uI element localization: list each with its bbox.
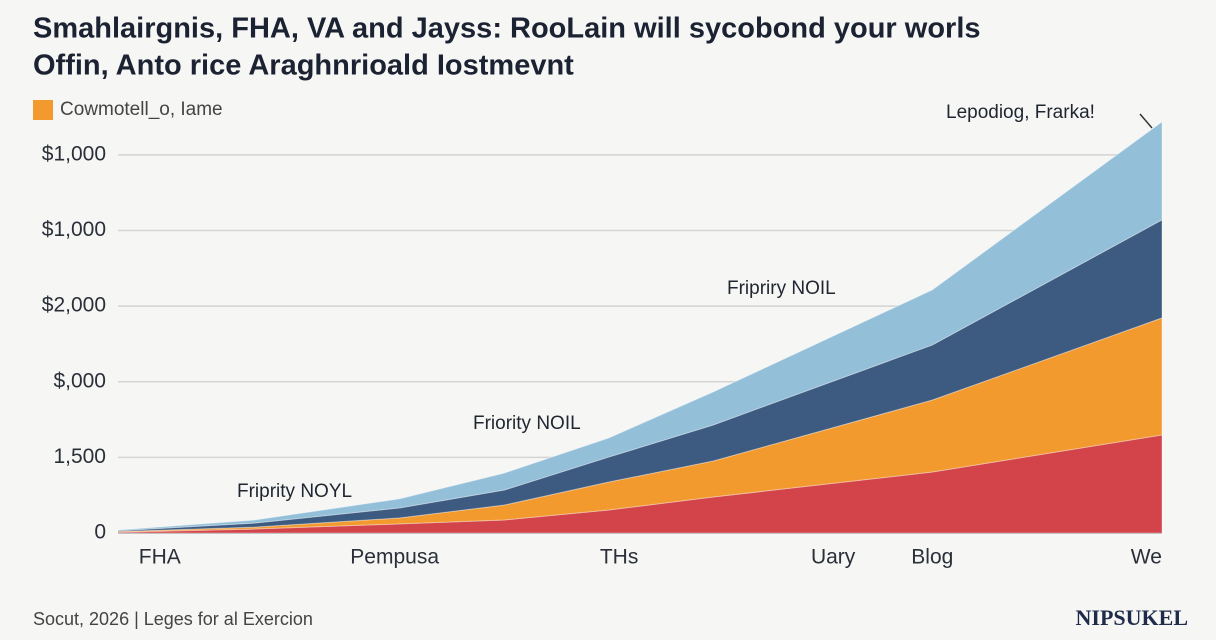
y-tick-label: $1,000 xyxy=(42,142,106,165)
y-tick-label: $2,000 xyxy=(42,294,106,317)
chart-title: Smahlairgnis, FHA, VA and Jayss: RooLain… xyxy=(33,13,981,45)
x-tick-label: We xyxy=(1131,546,1162,569)
brand: NIPSUKEL xyxy=(1076,605,1188,630)
x-tick-label: THs xyxy=(600,546,639,569)
legend-label: Cowmotell_o, Iame xyxy=(60,99,223,120)
area xyxy=(117,219,1163,533)
area xyxy=(117,434,1163,534)
annotation: Friprity NOYL xyxy=(237,481,352,502)
annotation: Fripriry NOIL xyxy=(727,278,836,299)
x-tick-label: Blog xyxy=(911,546,953,569)
x-tick-label: FHA xyxy=(139,546,181,569)
legend-swatch xyxy=(33,100,53,120)
area xyxy=(117,317,1163,533)
annotation: Friority NOIL xyxy=(473,413,581,434)
x-tick-label: Uary xyxy=(811,546,856,569)
x-tick-label: Pempusa xyxy=(350,546,439,569)
footer: Socut, 2026 | Leges for al Exercion xyxy=(33,609,313,629)
y-tick-label: $1,000 xyxy=(42,218,106,241)
chart-subtitle: Offin, Anto rice Araghnrioald Iostmevnt xyxy=(33,50,574,82)
annotation-arrow xyxy=(1139,113,1153,129)
area xyxy=(117,120,1163,532)
y-tick-label: $,000 xyxy=(53,369,106,392)
y-tick-label: 0 xyxy=(94,521,106,544)
annotation: Lepodiog, Frarka! xyxy=(946,102,1095,123)
y-tick-label: 1,500 xyxy=(53,445,106,468)
